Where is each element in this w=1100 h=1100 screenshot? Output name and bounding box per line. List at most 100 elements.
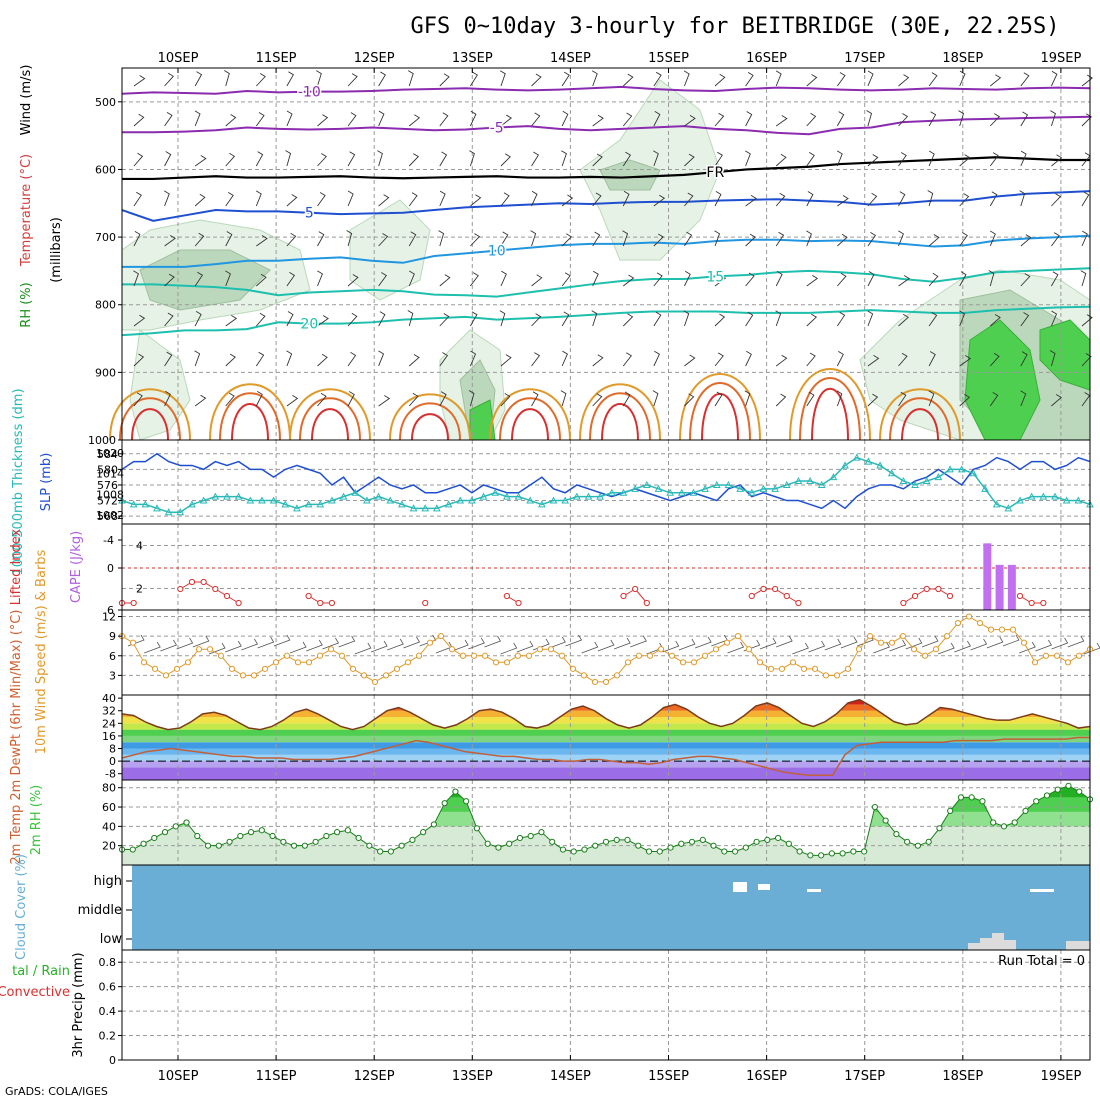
rh-line-marker <box>161 829 169 836</box>
wind-barb <box>499 310 506 327</box>
wind-barb <box>867 271 875 287</box>
wind-barb <box>837 233 848 247</box>
wind-barb <box>469 150 475 167</box>
wind-barb <box>408 192 418 207</box>
wind-barb <box>683 310 690 327</box>
thickness-line-marker <box>712 480 721 488</box>
surface-wind-barb <box>225 640 242 653</box>
wind-speed-line-marker <box>470 652 478 659</box>
wind-barb <box>775 271 783 287</box>
wind-barb <box>592 153 603 167</box>
wind-barb <box>806 275 819 287</box>
thickness-line-marker <box>771 484 779 492</box>
precip-tick-label: 0.8 <box>99 956 117 969</box>
wind-barb <box>561 71 570 87</box>
wind-barb <box>408 392 419 407</box>
rh-line-marker <box>656 848 663 855</box>
surface-wind-barb <box>160 639 177 652</box>
wind-barb <box>500 393 511 407</box>
wind-barb <box>928 312 938 327</box>
date-label-bottom: 10SEP <box>158 1069 199 1084</box>
rh-line-marker <box>473 825 481 832</box>
surface-wind-barb <box>921 635 939 648</box>
surface-wind-barb <box>484 635 502 648</box>
thickness-line-marker <box>981 484 989 492</box>
wind-speed-line-marker <box>514 652 522 659</box>
wind-barb <box>1081 230 1088 247</box>
wind-barb <box>806 313 818 327</box>
wind-barb <box>255 190 262 207</box>
wind-barb <box>866 110 873 127</box>
wind-barb <box>439 391 447 407</box>
rh-band <box>122 797 1090 812</box>
surface-wind-barb <box>678 638 696 651</box>
thickness-axis-label: 1000-500mb Thickness (dm) <box>11 388 26 575</box>
rh-shade <box>129 329 191 441</box>
rh2m-axis-label: 2m RH (%) <box>29 785 44 856</box>
isotherm-label: FR <box>706 165 724 181</box>
wind-barb <box>684 192 694 207</box>
thickness-line-marker <box>724 480 733 488</box>
thickness-line-marker <box>211 492 220 500</box>
lifted-index-line-marker <box>422 599 429 607</box>
date-label-top: 11SEP <box>256 51 297 66</box>
thickness-line-marker <box>176 508 185 516</box>
wind-barb <box>836 390 843 407</box>
temp-tick-label: 40 <box>102 692 116 705</box>
wind-speed-line-marker <box>228 665 236 672</box>
warm-isotherm <box>231 403 269 441</box>
surface-wind-barb <box>306 639 323 652</box>
wind-barb <box>836 111 845 127</box>
thickness-line-marker <box>596 492 605 500</box>
wind-barb <box>439 352 449 367</box>
thickness-line-marker <box>199 496 208 504</box>
wind-barb <box>531 190 538 207</box>
wind-barb <box>470 71 478 87</box>
wind-barb <box>775 231 785 247</box>
wind-barb <box>867 154 879 167</box>
wind-speed-line-marker <box>998 626 1006 633</box>
warm-isotherm <box>489 388 571 441</box>
thickness-line-marker <box>374 492 383 500</box>
wind-speed-line-marker <box>558 652 566 659</box>
wind-barb <box>745 72 754 87</box>
wind-barb <box>1051 70 1058 87</box>
surface-wind-barb <box>630 635 647 648</box>
wind-barb <box>714 151 723 167</box>
wind-barb <box>377 150 383 167</box>
rh-line-marker <box>764 836 771 843</box>
wind-speed-line-marker <box>1009 626 1017 633</box>
wind-barb <box>133 314 146 327</box>
wind-speed-line-marker <box>679 659 687 666</box>
date-label-bottom: 13SEP <box>452 1069 493 1084</box>
wind-barb <box>592 270 599 287</box>
wind-barb <box>500 231 509 247</box>
warm-isotherm <box>219 392 281 441</box>
cloud-cover-bar <box>980 938 992 950</box>
wind-barb <box>439 313 450 327</box>
wind-barb <box>225 353 236 367</box>
thickness-line-marker <box>817 480 826 488</box>
surface-wind-barb <box>775 635 793 648</box>
wind-speed-line-marker <box>283 652 291 659</box>
wind-barb <box>622 73 634 87</box>
wind-barb <box>286 350 293 367</box>
wind-barb <box>745 233 756 247</box>
rh-line-marker <box>721 848 728 855</box>
wind-barb <box>837 272 847 287</box>
wind-barb <box>225 152 236 167</box>
wind-barb <box>714 230 721 247</box>
wind-barb <box>1051 310 1058 327</box>
wind-speed-line-marker <box>393 665 401 672</box>
wind-speed-line-marker <box>855 646 863 653</box>
temp-band <box>122 761 1090 768</box>
precip-convective-legend: Convective <box>0 985 70 1000</box>
lifted-index-line-marker <box>620 592 627 600</box>
lifted-index-axis-label: Lifted Index <box>9 528 24 605</box>
warm-isotherm <box>411 413 449 441</box>
isotherm-label: 10 <box>488 244 506 260</box>
wind-speed-line-marker <box>360 672 368 679</box>
rh-line-marker <box>1011 819 1018 826</box>
wind-speed-line-marker <box>833 672 841 679</box>
wind-barb <box>898 313 909 327</box>
